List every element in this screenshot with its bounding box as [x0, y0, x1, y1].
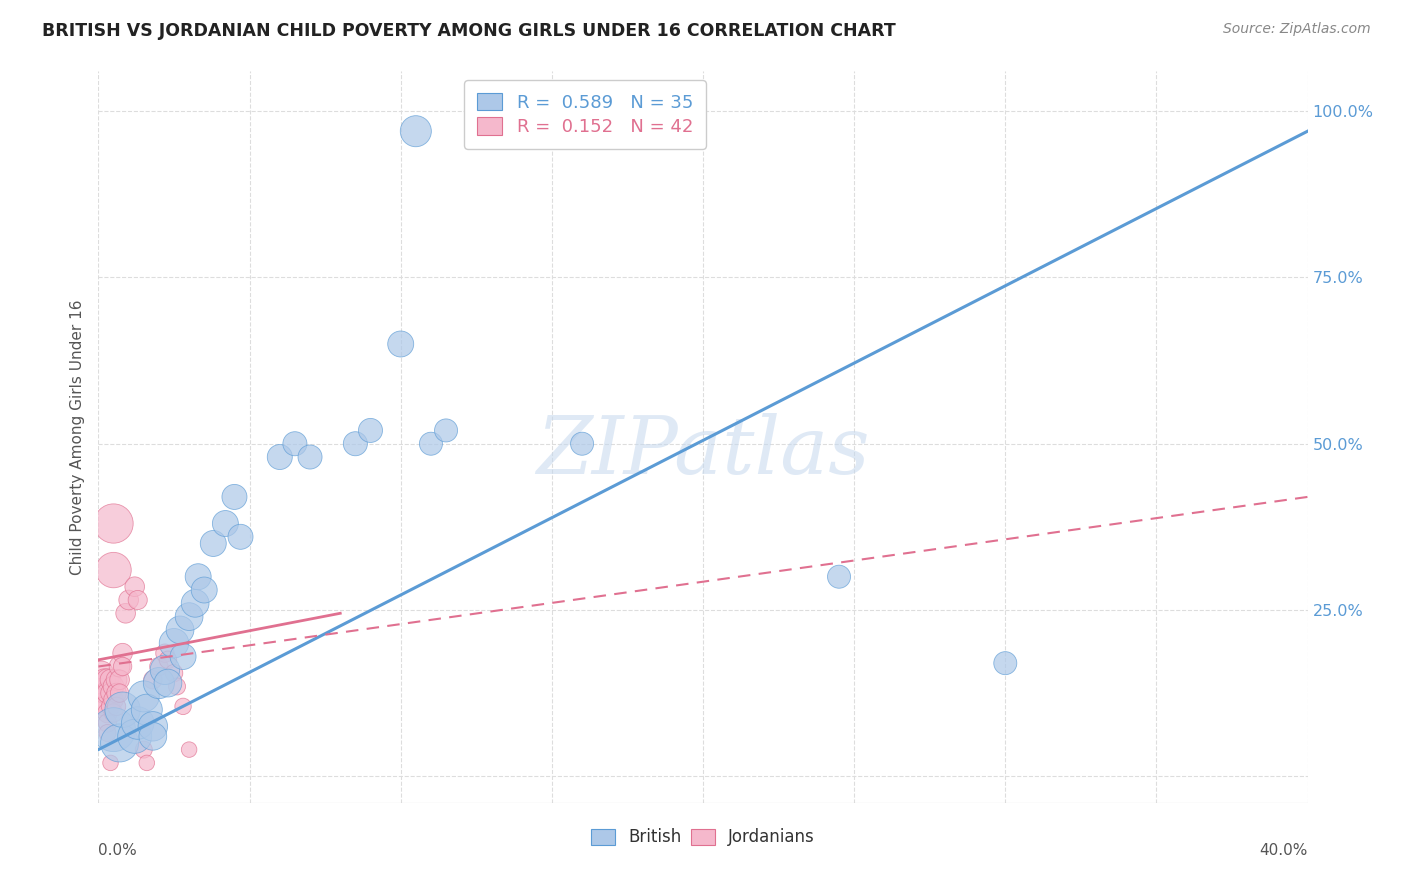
Point: [135, 756, 157, 770]
Point: [299, 450, 322, 464]
Point: [187, 570, 209, 584]
Point: [405, 124, 427, 138]
Point: [105, 686, 128, 700]
Point: [163, 636, 186, 650]
Point: [179, 609, 201, 624]
Text: BRITISH VS JORDANIAN CHILD POVERTY AMONG GIRLS UNDER 16 CORRELATION CHART: BRITISH VS JORDANIAN CHILD POVERTY AMONG…: [42, 22, 896, 40]
Point: [93, 696, 115, 710]
Point: [389, 337, 412, 351]
Point: [111, 646, 134, 660]
Point: [103, 692, 125, 706]
Point: [124, 580, 146, 594]
Text: 0.0%: 0.0%: [98, 843, 138, 858]
Point: [90, 682, 112, 697]
Point: [172, 649, 194, 664]
Point: [148, 676, 170, 690]
Y-axis label: Child Poverty Among Girls Under 16: Child Poverty Among Girls Under 16: [69, 300, 84, 574]
Point: [184, 596, 207, 610]
Point: [153, 646, 176, 660]
Point: [105, 673, 128, 687]
Point: [124, 729, 146, 743]
Text: ZIPatlas: ZIPatlas: [536, 413, 870, 491]
Point: [108, 673, 131, 687]
Point: [156, 653, 179, 667]
Point: [111, 703, 134, 717]
Point: [127, 716, 149, 731]
Point: [156, 676, 179, 690]
Point: [344, 436, 367, 450]
Point: [202, 536, 225, 550]
Point: [105, 699, 128, 714]
Point: [828, 570, 851, 584]
Point: [179, 742, 201, 756]
Point: [360, 424, 382, 438]
Point: [100, 699, 122, 714]
Point: [96, 716, 118, 731]
Point: [571, 436, 593, 450]
Point: [132, 742, 155, 756]
Point: [994, 656, 1017, 670]
Point: [135, 703, 157, 717]
Point: [142, 729, 165, 743]
Point: [166, 680, 188, 694]
Point: [284, 436, 307, 450]
Point: [111, 659, 134, 673]
Point: [103, 516, 125, 531]
Point: [153, 663, 176, 677]
Point: [142, 719, 165, 733]
Point: [163, 666, 186, 681]
Point: [127, 593, 149, 607]
Text: Source: ZipAtlas.com: Source: ZipAtlas.com: [1223, 22, 1371, 37]
Point: [100, 673, 122, 687]
Point: [96, 673, 118, 687]
Point: [193, 582, 215, 597]
Point: [93, 699, 115, 714]
Point: [93, 686, 115, 700]
Point: [172, 699, 194, 714]
Point: [148, 659, 170, 673]
Point: [420, 436, 443, 450]
Point: [96, 686, 118, 700]
Point: [103, 680, 125, 694]
Point: [114, 607, 136, 621]
Point: [103, 563, 125, 577]
Point: [93, 673, 115, 687]
Point: [103, 706, 125, 720]
Point: [214, 516, 236, 531]
Legend: British, Jordanians: British, Jordanians: [585, 822, 821, 853]
Point: [229, 530, 252, 544]
Point: [132, 690, 155, 704]
Point: [108, 736, 131, 750]
Point: [269, 450, 291, 464]
Point: [224, 490, 246, 504]
Point: [142, 673, 165, 687]
Point: [103, 723, 125, 737]
Point: [96, 706, 118, 720]
Point: [100, 756, 122, 770]
Point: [96, 726, 118, 740]
Point: [434, 424, 457, 438]
Point: [100, 686, 122, 700]
Point: [108, 686, 131, 700]
Point: [169, 623, 191, 637]
Point: [118, 593, 141, 607]
Point: [90, 666, 112, 681]
Point: [108, 659, 131, 673]
Text: 40.0%: 40.0%: [1260, 843, 1308, 858]
